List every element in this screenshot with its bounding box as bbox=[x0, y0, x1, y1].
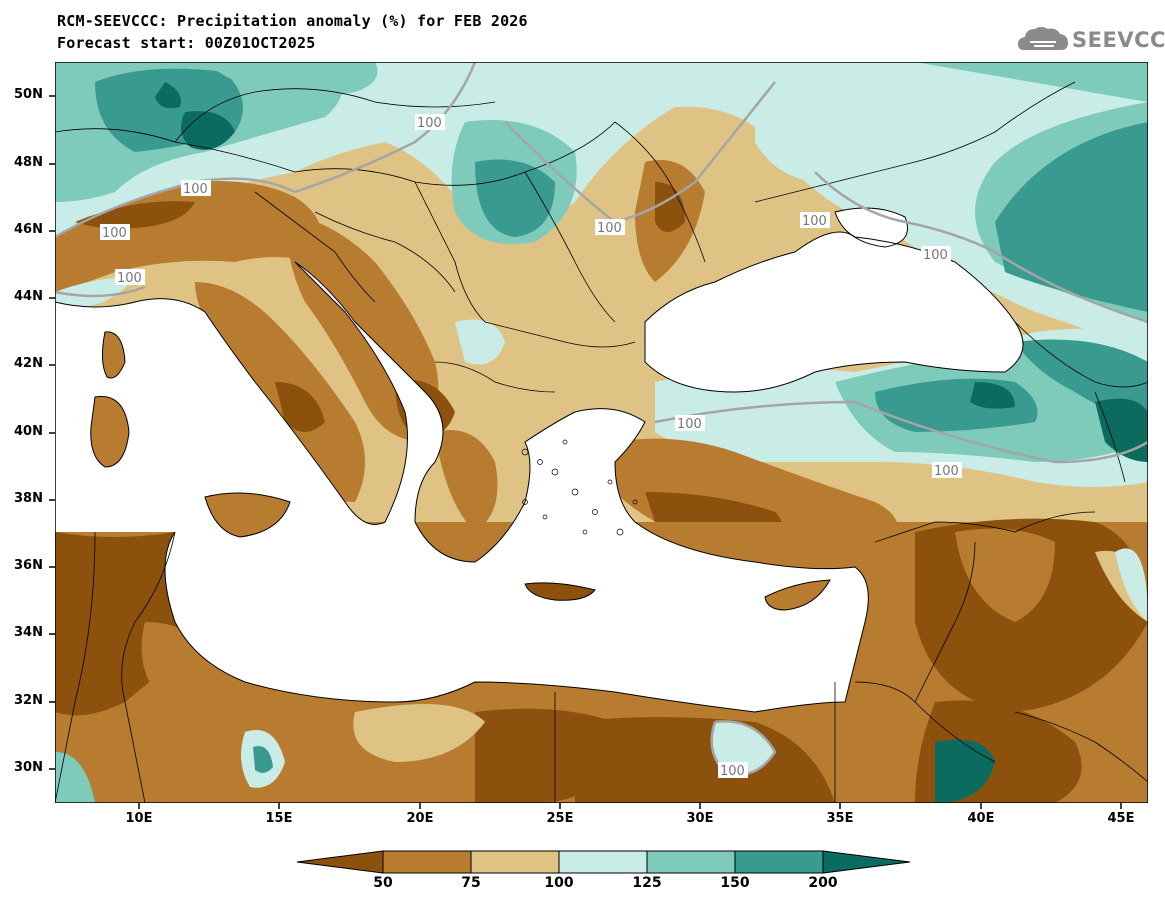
colorbar-segment bbox=[382, 850, 472, 874]
latitude-label: 38N bbox=[14, 491, 43, 506]
longitude-label: 20E bbox=[406, 811, 434, 826]
colorbar-label: 150 bbox=[720, 875, 750, 891]
precipitation-anomaly-map: 100 100 100 100 100 100 100 100 100 100 bbox=[55, 62, 1148, 803]
longitude-label: 10E bbox=[125, 811, 153, 826]
colorbar-label: 75 bbox=[461, 875, 481, 891]
logo-text: SEEVCCC bbox=[1072, 28, 1165, 52]
colorbar-segment bbox=[822, 850, 911, 874]
latitude-label: 32N bbox=[14, 693, 43, 708]
contour-label: 100 bbox=[183, 182, 208, 197]
colorbar-label: 200 bbox=[808, 875, 838, 891]
contour-label: 100 bbox=[677, 417, 702, 432]
colorbar-segment bbox=[470, 850, 560, 874]
colorbar-segment bbox=[734, 850, 824, 874]
contour-labels: 100 100 100 100 100 100 100 100 100 100 bbox=[100, 114, 962, 779]
map-title: RCM-SEEVCCC: Precipitation anomaly (%) f… bbox=[57, 12, 528, 30]
latitude-label: 40N bbox=[14, 424, 43, 439]
contour-label: 100 bbox=[102, 226, 127, 241]
colorbar-segment bbox=[646, 850, 736, 874]
latitude-label: 44N bbox=[14, 289, 43, 304]
longitude-label: 30E bbox=[686, 811, 714, 826]
contour-label: 100 bbox=[802, 214, 827, 229]
cloud-icon bbox=[1018, 27, 1068, 50]
colorbar-label: 50 bbox=[373, 875, 393, 891]
contour-label: 100 bbox=[720, 764, 745, 779]
contour-label: 100 bbox=[597, 221, 622, 236]
contour-label: 100 bbox=[417, 116, 442, 131]
colorbar-segment bbox=[296, 850, 384, 874]
contour-label: 100 bbox=[117, 271, 142, 286]
contour-label: 100 bbox=[934, 464, 959, 479]
colorbar-label: 100 bbox=[544, 875, 574, 891]
latitude-label: 48N bbox=[14, 155, 43, 170]
contour-label: 100 bbox=[923, 248, 948, 263]
longitude-label: 15E bbox=[265, 811, 293, 826]
latitude-label: 46N bbox=[14, 222, 43, 237]
colorbar bbox=[296, 850, 911, 874]
latitude-label: 30N bbox=[14, 760, 43, 775]
longitude-label: 45E bbox=[1107, 811, 1135, 826]
latitude-label: 50N bbox=[14, 87, 43, 102]
longitude-label: 35E bbox=[826, 811, 854, 826]
longitude-label: 25E bbox=[546, 811, 574, 826]
latitude-label: 42N bbox=[14, 356, 43, 371]
forecast-start-label: Forecast start: 00Z01OCT2025 bbox=[57, 34, 316, 52]
longitude-label: 40E bbox=[967, 811, 995, 826]
latitude-label: 34N bbox=[14, 625, 43, 640]
colorbar-label: 125 bbox=[632, 875, 662, 891]
colorbar-segment bbox=[558, 850, 648, 874]
seevccc-logo: SEEVCCC bbox=[1016, 22, 1165, 58]
latitude-label: 36N bbox=[14, 558, 43, 573]
